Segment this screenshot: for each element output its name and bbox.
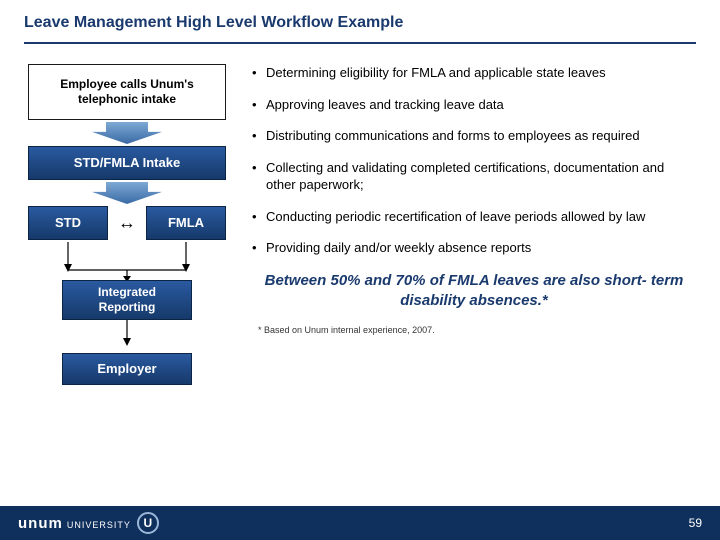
brand-suffix: UNIVERSITY xyxy=(67,520,131,530)
list-item: Conducting periodic recertification of l… xyxy=(252,208,696,226)
main-area: Employee calls Unum's telephonic intake … xyxy=(0,44,720,385)
page-number: 59 xyxy=(689,516,702,530)
footer-bar: unum UNIVERSITY U 59 xyxy=(0,506,720,540)
flow-split-row: STD ↔ FMLA xyxy=(28,206,226,240)
flow-box-std: STD xyxy=(28,206,108,240)
brand-badge-icon: U xyxy=(137,512,159,534)
text-column: Determining eligibility for FMLA and app… xyxy=(252,64,696,385)
connector-line xyxy=(28,320,226,348)
flow-box-intake-call: Employee calls Unum's telephonic intake xyxy=(28,64,226,120)
brand-text: unum UNIVERSITY xyxy=(18,515,131,532)
list-item: Approving leaves and tracking leave data xyxy=(252,96,696,114)
brand-logo: unum UNIVERSITY U xyxy=(18,512,159,534)
arrow-down-icon xyxy=(92,122,162,144)
double-arrow-icon: ↔ xyxy=(118,213,136,234)
page-title: Leave Management High Level Workflow Exa… xyxy=(0,0,720,38)
flow-box-integrated-reporting: Integrated Reporting xyxy=(62,280,192,320)
bullet-list: Determining eligibility for FMLA and app… xyxy=(252,64,696,257)
list-item: Distributing communications and forms to… xyxy=(252,127,696,145)
list-item: Providing daily and/or weekly absence re… xyxy=(252,239,696,257)
list-item: Determining eligibility for FMLA and app… xyxy=(252,64,696,82)
brand-prefix: unum xyxy=(18,515,63,532)
flow-box-std-fmla-intake: STD/FMLA Intake xyxy=(28,146,226,180)
footnote: * Based on Unum internal experience, 200… xyxy=(252,325,696,335)
list-item: Collecting and validating completed cert… xyxy=(252,159,696,194)
workflow-column: Employee calls Unum's telephonic intake … xyxy=(28,64,226,385)
arrow-down-icon xyxy=(92,182,162,204)
flow-box-employer: Employer xyxy=(62,353,192,385)
connector-lines xyxy=(28,242,226,282)
flow-box-fmla: FMLA xyxy=(146,206,226,240)
callout-text: Between 50% and 70% of FMLA leaves are a… xyxy=(252,271,696,312)
